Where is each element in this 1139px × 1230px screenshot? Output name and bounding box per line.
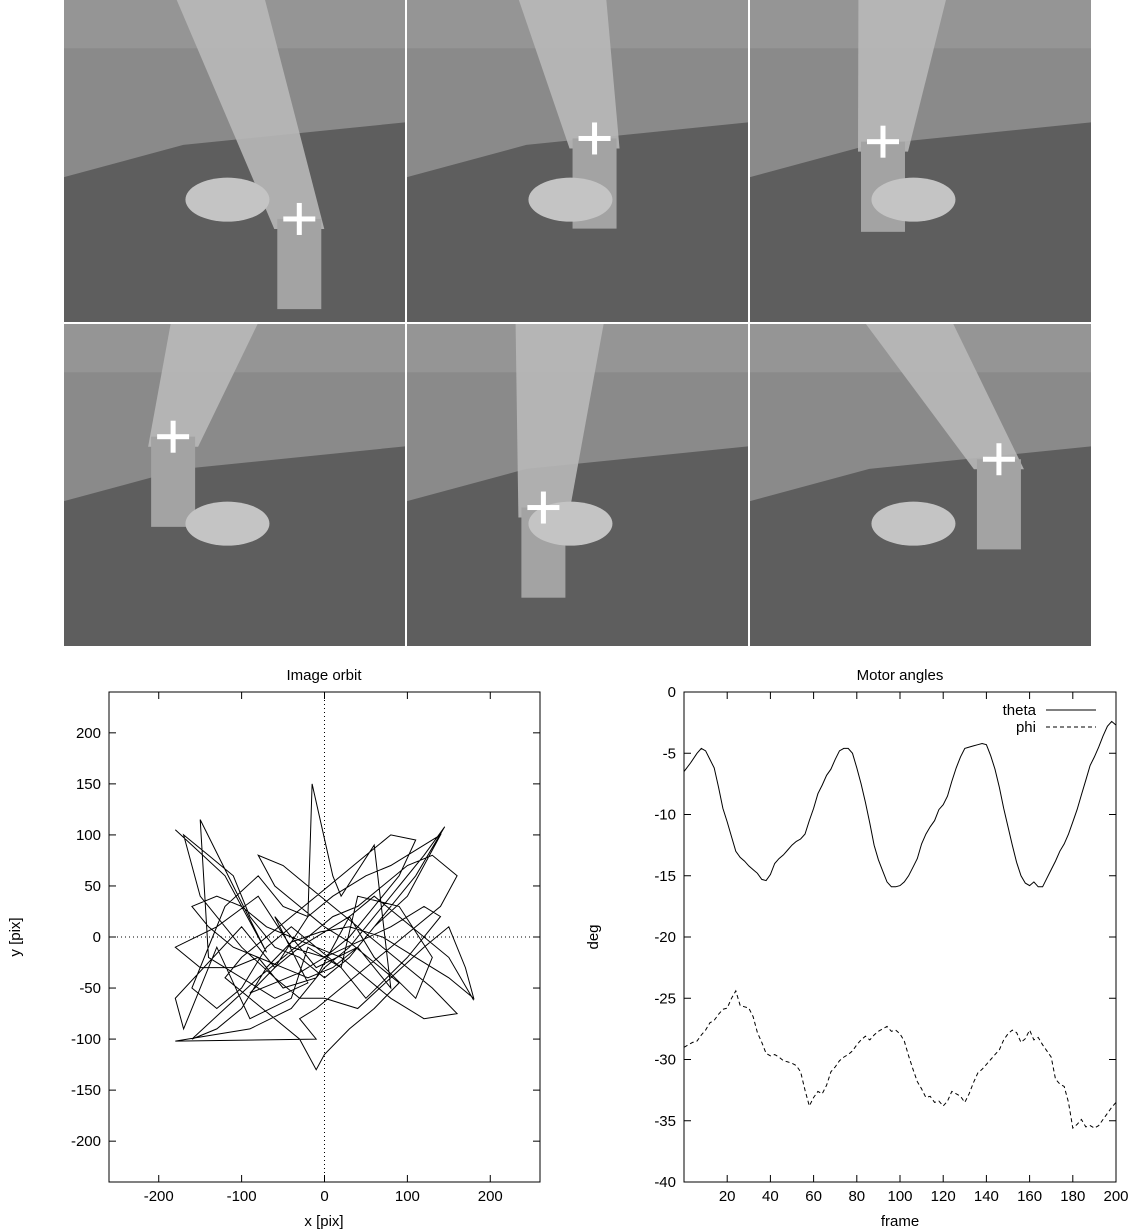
table-surface <box>64 446 405 646</box>
motor-series-theta-line <box>683 720 1117 888</box>
robot-arm <box>148 324 258 447</box>
orbit-ytick-label: -100 <box>71 1031 101 1048</box>
table-surface <box>750 122 1091 322</box>
legend-label-phi: phi <box>1016 719 1036 736</box>
orbit-ytick-label: -150 <box>71 1082 101 1099</box>
orbit-ytick-label: 150 <box>76 776 101 793</box>
frame-6 <box>750 324 1091 646</box>
motor-xtick-label: 60 <box>805 1188 822 1205</box>
orbit-ytick-label: -200 <box>71 1133 101 1150</box>
frame-1 <box>64 0 405 322</box>
motor-xtick-label: 180 <box>1060 1188 1085 1205</box>
robot-base <box>871 501 956 546</box>
target-cross-v <box>880 125 886 158</box>
frame-4 <box>64 324 405 646</box>
motor-xtick-label: 20 <box>719 1188 736 1205</box>
charts-area: Image orbit x [pix] y [pix] -200 -100 0 100… <box>7 667 1129 1230</box>
motor-xtick-label: 120 <box>931 1188 956 1205</box>
robot-arm <box>176 0 325 229</box>
motor-xtick-label: 160 <box>1017 1188 1042 1205</box>
motor-ytick-label: -25 <box>654 990 676 1007</box>
orbit-ytick-label: 0 <box>93 929 101 946</box>
motor-ytick-label: -35 <box>654 1113 676 1130</box>
robot-base <box>185 501 270 546</box>
target-cross-v <box>170 420 176 453</box>
robot-arm <box>518 0 620 149</box>
orbit-xtick-label: 200 <box>478 1188 503 1205</box>
motor-series-phi-line <box>683 989 1117 1130</box>
motor-xtick-label: 80 <box>848 1188 865 1205</box>
motor-ytick-label: -30 <box>654 1052 676 1069</box>
orbit-ytick-label: 200 <box>76 725 101 742</box>
frame-1-scene <box>64 0 405 322</box>
target-cross-v <box>996 443 1002 476</box>
robot-arm <box>865 324 1024 470</box>
frame-3 <box>750 0 1091 322</box>
orbit-ytick-label: -50 <box>79 980 101 997</box>
motor-xtick-label: 200 <box>1103 1188 1128 1205</box>
frame-6-scene <box>750 324 1091 646</box>
motor-ytick-label: -10 <box>654 807 676 824</box>
robot-base <box>185 177 270 222</box>
robot-base <box>871 177 956 222</box>
motor-ytick-label: -20 <box>654 929 676 946</box>
camera-frames-grid <box>64 0 1091 646</box>
image-orbit-xlabel: x [pix] <box>304 1213 343 1230</box>
target-cross-v <box>296 202 302 235</box>
table-surface <box>407 446 748 646</box>
image-orbit-chart: Image orbit x [pix] y [pix] -200 -100 0 100… <box>7 667 541 1230</box>
orbit-xtick-label: -200 <box>144 1188 174 1205</box>
frame-4-scene <box>64 324 405 646</box>
frame-3-scene <box>750 0 1091 322</box>
motor-ytick-label: 0 <box>668 684 676 701</box>
robot-base <box>528 501 613 546</box>
motor-ytick-label: -5 <box>663 745 676 762</box>
motor-angles-title: Motor angles <box>857 667 944 684</box>
motor-xtick-label: 140 <box>974 1188 999 1205</box>
frame-5 <box>407 324 748 646</box>
legend-label-theta: theta <box>1003 702 1037 719</box>
orbit-trajectory-line <box>174 783 475 1071</box>
robot-base <box>528 177 613 222</box>
target-cross-v <box>592 122 598 155</box>
motor-plot-frame <box>683 691 1117 1183</box>
orbit-xtick-label: 0 <box>320 1188 328 1205</box>
target-cross-v <box>540 491 546 524</box>
motor-ytick-label: -40 <box>654 1174 676 1191</box>
orbit-ytick-label: 100 <box>76 827 101 844</box>
frame-5-scene <box>407 324 748 646</box>
motor-xtick-label: 100 <box>887 1188 912 1205</box>
motor-angles-chart: Motor angles frame deg 20 40 60 80 100 120 140… <box>585 667 1129 1230</box>
motor-ytick-label: -15 <box>654 868 676 885</box>
motor-angles-ylabel: deg <box>585 924 602 949</box>
image-orbit-title: Image orbit <box>286 667 362 684</box>
motor-xtick-label: 40 <box>762 1188 779 1205</box>
orbit-xtick-label: 100 <box>395 1188 420 1205</box>
orbit-xtick-label: -100 <box>227 1188 257 1205</box>
frame-2 <box>407 0 748 322</box>
image-orbit-ylabel: y [pix] <box>7 917 24 956</box>
frame-2-scene <box>407 0 748 322</box>
motor-angles-xlabel: frame <box>881 1213 919 1230</box>
orbit-ytick-label: 50 <box>84 878 101 895</box>
robot-arm <box>857 0 946 152</box>
robot-arm <box>515 324 604 518</box>
